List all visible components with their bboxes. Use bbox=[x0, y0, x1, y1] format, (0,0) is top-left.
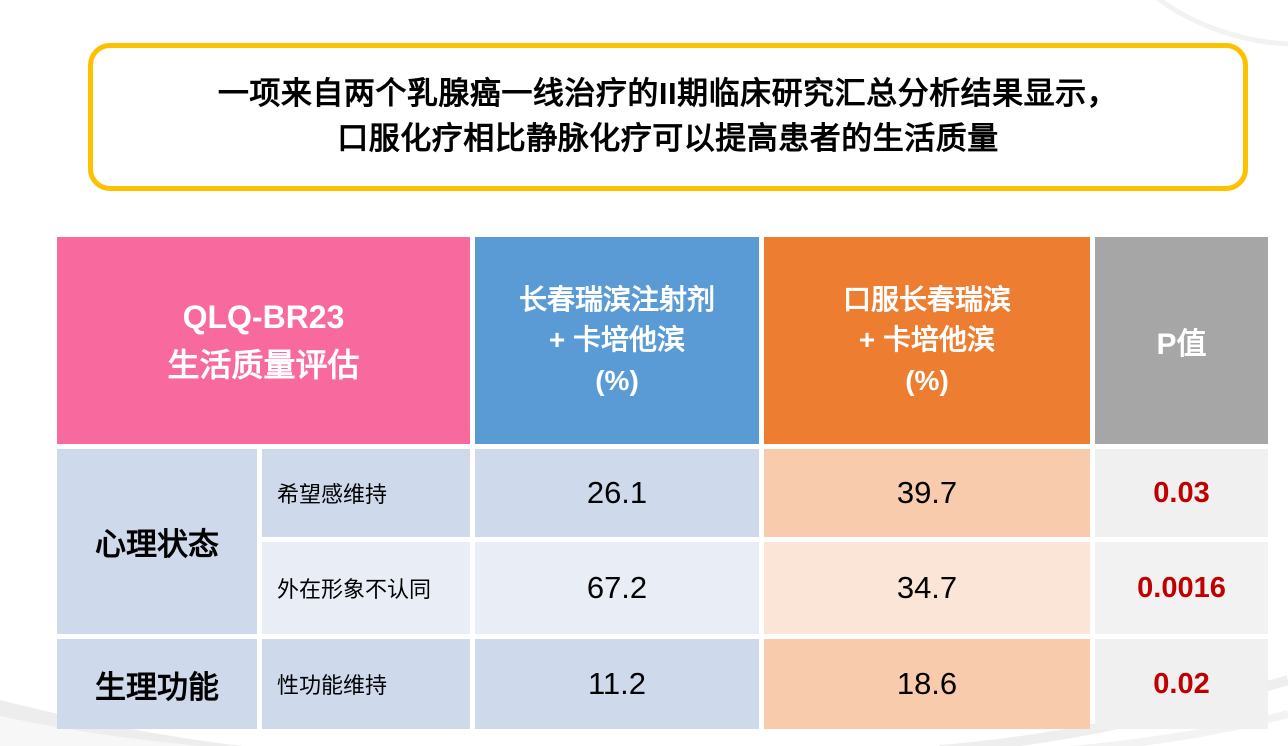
p-value-hope: 0.03 bbox=[1095, 449, 1268, 537]
title-line-2: 口服化疗相比静脉化疗可以提高患者的生活质量 bbox=[337, 121, 999, 156]
value-iv-hope: 26.1 bbox=[475, 449, 759, 537]
header-oral-arm-line-3: (%) bbox=[905, 364, 949, 396]
category-physiological-function: 生理功能 bbox=[57, 639, 257, 729]
header-p-value: P值 bbox=[1095, 237, 1268, 444]
category-psychological-state: 心理状态 bbox=[57, 449, 257, 634]
title-line-1: 一项来自两个乳腺癌一线治疗的II期临床研究汇总分析结果显示， bbox=[217, 76, 1119, 112]
qol-results-table: QLQ-BR23 生活质量评估 长春瑞滨注射剂 + 卡培他滨 (%) 口服长春瑞… bbox=[57, 237, 1268, 729]
p-value-sexual-function: 0.02 bbox=[1095, 639, 1268, 729]
header-assessment-line-2: 生活质量评估 bbox=[167, 346, 360, 383]
p-value-body-image: 0.0016 bbox=[1095, 542, 1268, 634]
value-iv-body-image: 67.2 bbox=[475, 542, 759, 634]
header-oral-arm: 口服长春瑞滨 + 卡培他滨 (%) bbox=[764, 237, 1090, 444]
header-iv-arm: 长春瑞滨注射剂 + 卡培他滨 (%) bbox=[475, 237, 759, 444]
title-box: 一项来自两个乳腺癌一线治疗的II期临床研究汇总分析结果显示， 口服化疗相比静脉化… bbox=[88, 43, 1248, 191]
header-iv-arm-line-1: 长春瑞滨注射剂 bbox=[518, 283, 715, 315]
value-iv-sexual-function: 11.2 bbox=[475, 639, 759, 729]
header-assessment: QLQ-BR23 生活质量评估 bbox=[57, 237, 470, 444]
arc-top-right bbox=[1156, 0, 1288, 47]
value-oral-sexual-function: 18.6 bbox=[764, 639, 1090, 729]
header-assessment-line-1: QLQ-BR23 bbox=[182, 298, 345, 335]
value-oral-hope: 39.7 bbox=[764, 449, 1090, 537]
item-body-image-disapproval: 外在形象不认同 bbox=[262, 542, 470, 634]
header-iv-arm-line-2: + 卡培他滨 bbox=[548, 324, 686, 356]
header-oral-arm-line-1: 口服长春瑞滨 bbox=[842, 283, 1011, 315]
header-oral-arm-line-2: + 卡培他滨 bbox=[858, 324, 996, 356]
value-oral-body-image: 34.7 bbox=[764, 542, 1090, 634]
header-iv-arm-line-3: (%) bbox=[595, 364, 639, 396]
item-hope-maintenance: 希望感维持 bbox=[262, 449, 470, 537]
item-sexual-function: 性功能维持 bbox=[262, 639, 470, 729]
